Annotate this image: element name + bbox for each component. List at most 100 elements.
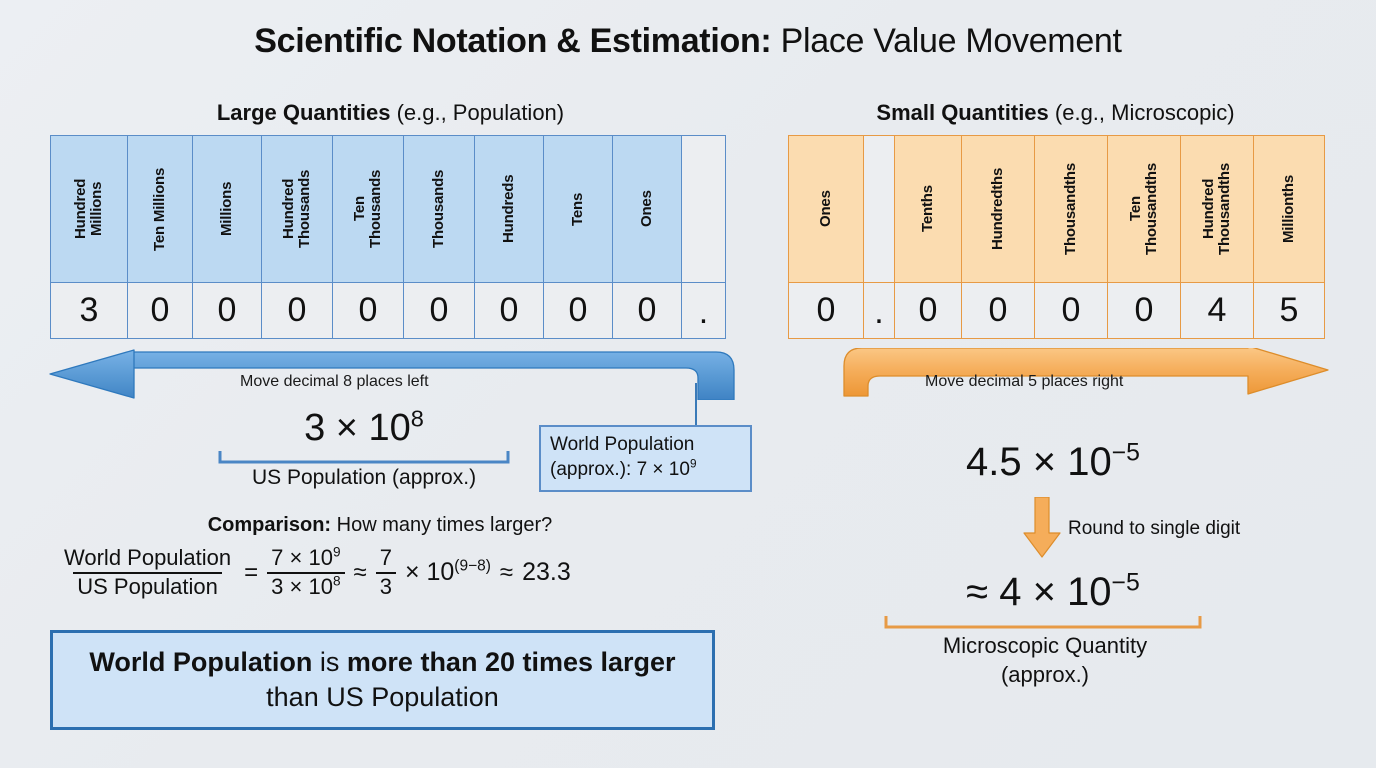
place-value-column: Ones 0: [612, 135, 682, 339]
microscopic-approx-notation: ≈ 4 × 10−5: [888, 570, 1218, 615]
place-value-column: Tenths 0: [894, 135, 962, 339]
place-value-header-blank: [682, 136, 725, 282]
digit-cell: 0: [475, 282, 543, 338]
round-to-single-digit-label: Round to single digit: [1068, 518, 1241, 539]
place-value-table-small: Ones 0 . Tenths 0 Hundredths 0 Thousandt…: [788, 135, 1325, 339]
digit-cell: 0: [1035, 282, 1107, 338]
place-value-header: Hundred Thousandths: [1181, 136, 1253, 282]
place-value-column: Hundred Millions 3: [50, 135, 128, 339]
fraction-scientific: 7 × 109 3 × 108: [267, 544, 345, 600]
digit-cell: 0: [544, 282, 612, 338]
sci-approx-exponent: −5: [1111, 569, 1140, 597]
place-value-header: Hundreds: [475, 136, 543, 282]
page-title-rest: Place Value Movement: [771, 22, 1122, 60]
move-decimal-left-label: Move decimal 8 places left: [240, 373, 429, 390]
sci-approx-base: ≈ 4 × 10: [966, 570, 1112, 614]
page-title-bold: Scientific Notation & Estimation:: [254, 22, 772, 60]
equals-sign: =: [244, 558, 259, 586]
left-heading-rest: (e.g., Population): [390, 100, 565, 125]
comparison-result: 23.3: [522, 558, 571, 587]
conclusion-box: World Population is more than 20 times l…: [50, 630, 715, 730]
microscopic-notation: 4.5 × 10−5: [888, 440, 1218, 485]
fraction-denominator: 3 × 108: [267, 571, 345, 600]
sci-right-base: 4.5 × 10: [966, 440, 1112, 484]
place-value-header: Tenths: [895, 136, 961, 282]
digit-cell: 0: [1108, 282, 1180, 338]
frac2-den-base: 3 × 10: [271, 573, 333, 599]
left-heading-bold: Large Quantities: [216, 100, 391, 125]
conclusion-part-3: more than 20 times larger: [346, 647, 676, 678]
round-down-arrow: [1023, 497, 1061, 558]
callout-line-2-exponent: 9: [689, 457, 697, 471]
place-value-header: Hundredths: [962, 136, 1034, 282]
comparison-equation: World Population US Population = 7 × 109…: [60, 544, 571, 600]
place-value-column: Tens 0: [543, 135, 613, 339]
world-population-callout: World Population (approx.): 7 × 109: [539, 425, 752, 493]
place-value-column: Ten Thousandths 0: [1107, 135, 1181, 339]
frac2-den-exponent: 8: [332, 573, 341, 589]
left-section-heading: Large Quantities (e.g., Population): [50, 100, 731, 126]
place-value-header: Tens: [544, 136, 612, 282]
approx-sign-1: ≈: [353, 558, 367, 586]
digit-cell: 4: [1181, 282, 1253, 338]
power-exponent: (9−8): [454, 557, 491, 575]
move-decimal-right-arrow: [843, 348, 1329, 397]
power-base: × 10: [404, 558, 455, 587]
digit-cell: 0: [262, 282, 332, 338]
place-value-column: Hundredths 0: [961, 135, 1035, 339]
place-value-header: Hundred Millions: [51, 136, 127, 282]
place-value-column: Hundred Thousands 0: [261, 135, 333, 339]
right-section-heading: Small Quantities (e.g., Microscopic): [788, 100, 1323, 126]
fraction-numerator: 7: [379, 545, 392, 570]
callout-connector-line: [695, 383, 697, 427]
callout-line-2-base: (approx.): 7 × 10: [550, 458, 690, 480]
digit-cell: 0: [895, 282, 961, 338]
place-value-header: Hundred Thousands: [262, 136, 332, 282]
place-value-header: Ones: [789, 136, 863, 282]
place-value-column: Millions 0: [192, 135, 262, 339]
us-population-caption: US Population (approx.): [251, 466, 477, 489]
comparison-heading-bold: Comparison:: [207, 514, 332, 536]
place-value-header: Thousandths: [1035, 136, 1107, 282]
microscopic-caption-line-1: Microscopic Quantity: [942, 633, 1148, 658]
decimal-point-column: .: [681, 135, 726, 339]
digit-cell: 0: [193, 282, 261, 338]
microscopic-caption: Microscopic Quantity (approx.): [860, 632, 1230, 689]
approx-sign-2: ≈: [499, 558, 514, 586]
digit-cell: 0: [333, 282, 403, 338]
place-value-header: Ten Thousands: [333, 136, 403, 282]
place-value-column: Thousandths 0: [1034, 135, 1108, 339]
conclusion-part-4: than US Population: [266, 682, 499, 712]
place-value-column: Ones 0: [788, 135, 864, 339]
digit-cell: 0: [404, 282, 474, 338]
conclusion-part-1: World Population: [89, 647, 313, 678]
comparison-heading: Comparison: How many times larger?: [40, 514, 720, 537]
place-value-header: Ones: [613, 136, 681, 282]
conclusion-text: World Population is more than 20 times l…: [67, 645, 698, 714]
decimal-point-cell: .: [864, 282, 894, 338]
power-term: × 10(9−8): [405, 558, 491, 587]
move-decimal-right-label: Move decimal 5 places right: [925, 373, 1124, 390]
microscopic-bracket: [884, 616, 1202, 629]
place-value-header-blank: [864, 136, 894, 282]
place-value-header: Ten Thousandths: [1108, 136, 1180, 282]
place-value-header: Millions: [193, 136, 261, 282]
right-heading-rest: (e.g., Microscopic): [1048, 100, 1235, 125]
fraction-seven-thirds: 7 3: [375, 545, 396, 599]
comparison-heading-rest: How many times larger?: [331, 514, 553, 536]
digit-cell: 0: [789, 282, 863, 338]
frac2-num-exponent: 9: [332, 544, 341, 560]
place-value-header: Millionths: [1254, 136, 1324, 282]
place-value-column: Ten Thousands 0: [332, 135, 404, 339]
digit-cell: 5: [1254, 282, 1324, 338]
place-value-column: Hundreds 0: [474, 135, 544, 339]
right-heading-bold: Small Quantities: [876, 100, 1049, 125]
callout-line-1: World Population: [550, 434, 695, 455]
sci-left-exponent: 8: [410, 405, 424, 432]
digit-cell: 0: [962, 282, 1034, 338]
microscopic-caption-line-2: (approx.): [1000, 661, 1090, 687]
place-value-column: Thousands 0: [403, 135, 475, 339]
us-population-bracket: [218, 451, 510, 464]
move-decimal-left-arrow: [49, 349, 735, 400]
